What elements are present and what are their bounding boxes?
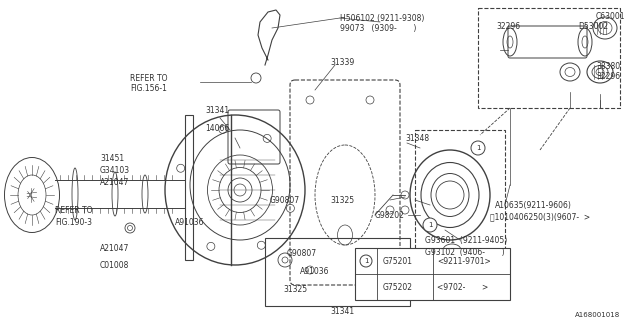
Bar <box>185 115 193 260</box>
Text: 14066: 14066 <box>205 124 229 132</box>
Text: <9702-       >: <9702- > <box>437 283 488 292</box>
Bar <box>478 8 620 108</box>
Text: G90807: G90807 <box>287 250 317 259</box>
Text: REFER TO: REFER TO <box>130 74 168 83</box>
Text: FIG.190-3: FIG.190-3 <box>55 218 92 227</box>
Text: FIG.156-1: FIG.156-1 <box>130 84 167 92</box>
Text: A21047: A21047 <box>100 178 129 187</box>
Bar <box>415 130 505 270</box>
Text: G75202: G75202 <box>383 283 413 292</box>
Text: A91036: A91036 <box>175 218 205 227</box>
Text: A21047: A21047 <box>100 244 129 252</box>
Circle shape <box>423 218 437 232</box>
Text: A168001018: A168001018 <box>575 312 620 318</box>
Text: 31325: 31325 <box>330 196 354 204</box>
Text: 38380: 38380 <box>596 61 620 70</box>
Text: G98202: G98202 <box>375 211 405 220</box>
Circle shape <box>360 255 372 267</box>
Text: H506102 (9211-9308): H506102 (9211-9308) <box>340 13 424 22</box>
Text: 99073   (9309-       ): 99073 (9309- ) <box>340 23 417 33</box>
Text: D53002: D53002 <box>578 21 608 30</box>
Bar <box>355 248 510 300</box>
Text: 31341: 31341 <box>330 308 354 316</box>
Text: 31348: 31348 <box>405 133 429 142</box>
Text: G90807: G90807 <box>270 196 300 204</box>
Text: G93601  (9211-9405): G93601 (9211-9405) <box>425 236 508 244</box>
Text: A91036: A91036 <box>300 268 330 276</box>
Text: <9211-9701>: <9211-9701> <box>437 257 491 266</box>
Text: G93102  (9406-       ): G93102 (9406- ) <box>425 247 504 257</box>
Text: C01008: C01008 <box>100 260 129 269</box>
Text: C63001: C63001 <box>596 12 625 20</box>
Text: G34103: G34103 <box>100 165 130 174</box>
Text: 1: 1 <box>476 145 480 151</box>
Text: 1: 1 <box>364 258 368 264</box>
Text: REFER TO: REFER TO <box>55 205 93 214</box>
Bar <box>265 238 410 306</box>
Text: 1: 1 <box>428 222 432 228</box>
Text: 31325: 31325 <box>283 285 307 294</box>
Text: G75201: G75201 <box>383 257 413 266</box>
Text: A10635(9211-9606): A10635(9211-9606) <box>495 201 572 210</box>
Text: 32296: 32296 <box>596 71 620 81</box>
Circle shape <box>471 141 485 155</box>
Text: 31451: 31451 <box>100 154 124 163</box>
Text: 31341: 31341 <box>205 106 229 115</box>
Text: 32296: 32296 <box>496 21 520 30</box>
Text: ⑂1010406250(3)(9607-  >: ⑂1010406250(3)(9607- > <box>490 212 590 221</box>
Text: 31339: 31339 <box>330 58 355 67</box>
